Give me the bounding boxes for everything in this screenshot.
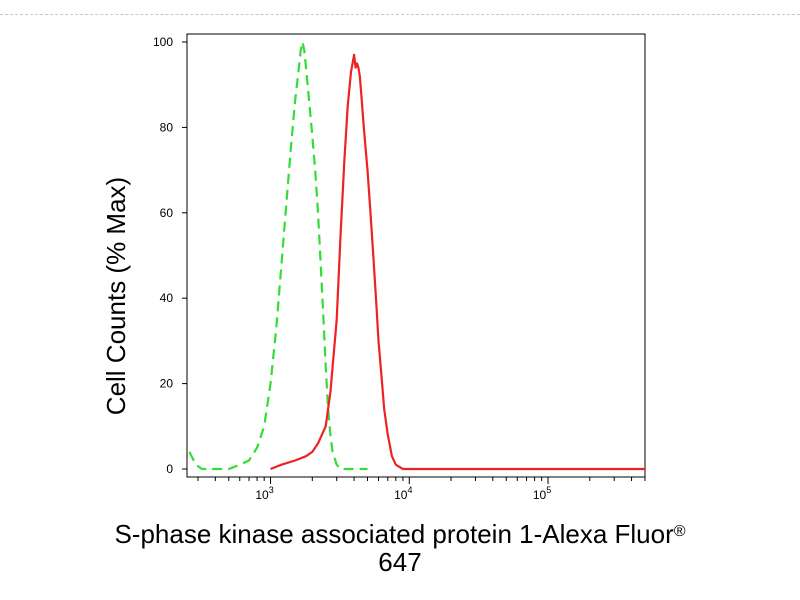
series-layer [188, 40, 645, 471]
y-tick-label: 0 [166, 462, 173, 476]
x-tick-label: 104 [394, 485, 412, 502]
x-axis-title-text: S-phase kinase associated protein 1-Alex… [114, 519, 674, 549]
y-axis: 0 20 40 60 80 100 [153, 35, 187, 476]
x-axis-title-line2: 647 [378, 547, 422, 577]
x-axis: 103 104 105 [197, 477, 646, 502]
sample-histogram-line [270, 53, 645, 471]
control-histogram-line [188, 40, 368, 471]
y-tick-label: 20 [160, 377, 174, 391]
registered-mark: ® [673, 523, 686, 540]
histogram-chart: 0 20 40 60 80 100 103 104 105 Cell Counts (% Ma… [101, 33, 646, 502]
y-tick-label: 80 [160, 120, 174, 134]
x-tick-label: 105 [533, 485, 551, 502]
x-axis-title: S-phase kinase associated protein 1-Alex… [0, 520, 800, 576]
plot-frame [186, 33, 646, 478]
y-tick-label: 40 [160, 291, 174, 305]
dashed-top-border [0, 14, 800, 15]
y-tick-label: 100 [153, 35, 173, 49]
y-axis-title: Cell Counts (% Max) [101, 177, 131, 415]
x-tick-label: 103 [255, 485, 273, 502]
y-tick-label: 60 [160, 206, 174, 220]
